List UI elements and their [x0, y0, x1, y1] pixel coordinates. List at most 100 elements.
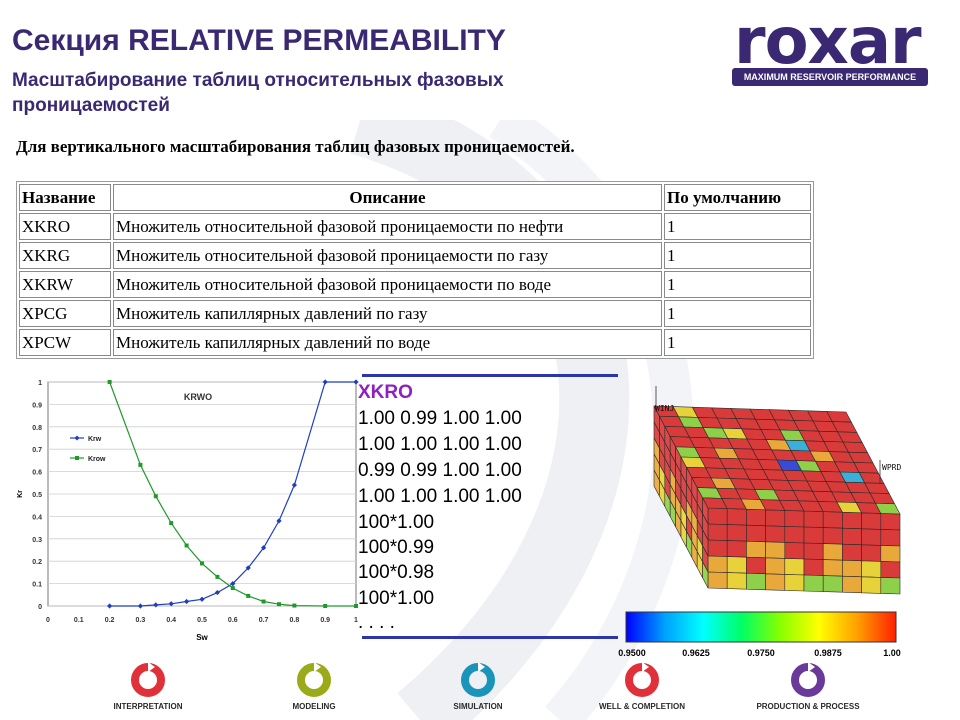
intro-text: Для вертикального масштабирования таблиц… — [16, 137, 575, 156]
data-point — [184, 543, 189, 548]
page-title: Секция RELATIVE PERMEABILITY — [12, 24, 506, 57]
data-point — [277, 602, 281, 607]
grid-cell-front — [803, 558, 824, 576]
footer-item-interpretation[interactable]: INTERPRETATION — [68, 656, 228, 720]
keyword-line: 1.00 1.00 1.00 1.00 — [358, 486, 522, 507]
krwo-chart: 0 0.1 0.2 0.3 0.4 0.5 0.6 0.7 0.8 0.9 1 0 0.1 0.2 0.3 0… — [17, 379, 359, 642]
y-tick-label: 0.4 — [32, 514, 42, 521]
x-tick-label: 0.6 — [228, 617, 238, 624]
grid-cell-front — [765, 557, 786, 575]
scale-label: 0.9875 — [814, 648, 842, 658]
footer-item-modeling[interactable]: MODELING — [234, 656, 394, 720]
footer-item-well-completion[interactable]: WELL & COMPLETION — [562, 656, 722, 720]
table-row: XPCG Множитель капиллярных давлений по г… — [19, 300, 811, 327]
data-point — [276, 518, 282, 524]
keyword-line: 100*1.00 — [358, 512, 435, 533]
listing-top-rule — [362, 374, 618, 377]
header-description: Описание — [113, 184, 662, 211]
grid-cell-front — [842, 559, 862, 578]
data-point — [230, 586, 235, 591]
color-scale: 0.9500 0.9625 0.9750 0.9875 1.00 — [618, 611, 901, 658]
y-tick-label: 0.8 — [32, 425, 42, 432]
cell-default: 1 — [664, 329, 811, 356]
chart-title: KRWO — [184, 392, 212, 402]
grid-cell-front — [784, 558, 805, 576]
data-point — [138, 462, 143, 467]
data-point — [107, 603, 113, 609]
x-tick-label: 1 — [354, 617, 358, 624]
footer-nav: INTERPRETATION MODELING SIMULATION WELL … — [0, 656, 960, 720]
keyword-line: 1.00 0.99 1.00 1.00 — [358, 408, 522, 429]
cell-description: Множитель относительной фазовой проницае… — [113, 213, 662, 240]
x-axis-label: Sw — [196, 633, 208, 642]
data-point — [153, 494, 158, 499]
grid-cell-front — [822, 527, 843, 545]
cell-name: XKRG — [19, 242, 111, 269]
legend-label: Krow — [88, 456, 106, 463]
y-tick-label: 0.5 — [32, 492, 42, 499]
data-point — [169, 521, 174, 526]
color-scale-bar — [625, 611, 897, 643]
data-point — [354, 604, 358, 608]
data-point — [168, 601, 174, 607]
grid-cell-front — [746, 556, 766, 575]
production-process-cycle-icon — [791, 662, 825, 697]
series-line-krow — [109, 381, 356, 607]
grid-cell-front — [784, 542, 805, 560]
grid-cell-front — [822, 575, 843, 593]
x-tick-label: 0.2 — [105, 617, 115, 624]
grid-cell-front — [803, 574, 824, 592]
x-tick-label: 0.3 — [136, 617, 146, 624]
data-point — [261, 599, 266, 604]
reservoir-grid-model: WINJ WPRD — [653, 386, 901, 595]
cell-description: Множитель капиллярных давлений по воде — [113, 329, 662, 356]
grid-cell-front — [746, 508, 766, 527]
grid-cell-front — [861, 576, 882, 594]
grid-cell-front — [784, 510, 805, 528]
keyword-name: XKRO — [358, 382, 413, 403]
data-point — [322, 379, 328, 385]
x-tick-label: 0 — [46, 617, 50, 624]
grid-cell-front — [707, 523, 728, 541]
grid-cell-front — [880, 577, 901, 595]
footer-label: PRODUCTION & PROCESS — [756, 702, 860, 711]
grid-cell-front — [822, 559, 843, 577]
listing-bottom-rule — [362, 636, 618, 639]
y-tick-label: 0 — [38, 604, 42, 611]
well-label-winj: WINJ — [655, 404, 674, 413]
keyword-line: 0.99 0.99 1.00 1.00 — [358, 460, 522, 481]
header-default: По умолчанию — [664, 184, 811, 211]
data-point — [214, 589, 220, 596]
well-completion-cycle-icon — [625, 662, 659, 697]
y-axis-label: Kr — [17, 490, 24, 498]
x-tick-label: 0.9 — [320, 617, 330, 624]
grid-cell-front — [765, 509, 786, 527]
cell-default: 1 — [664, 242, 811, 269]
page-subtitle: Масштабирование таблиц относительных фаз… — [12, 70, 504, 116]
y-tick-label: 0.6 — [32, 470, 42, 477]
footer-label: MODELING — [292, 702, 336, 711]
roxar-logo: roxar MAXIMUM RESERVOIR PERFORMANCE — [730, 5, 930, 88]
y-tick-label: 0.3 — [32, 537, 42, 544]
footer-item-production-process[interactable]: PRODUCTION & PROCESS — [728, 656, 888, 720]
grid-cell-front — [746, 572, 766, 591]
grid-cell-front — [880, 545, 901, 563]
grid-cell-front — [880, 513, 901, 531]
cell-default: 1 — [664, 300, 811, 327]
header-name: Название — [19, 184, 111, 211]
grid-cell-front — [707, 571, 728, 589]
logo-tagline: MAXIMUM RESERVOIR PERFORMANCE — [732, 68, 928, 86]
well-label-wprd: WPRD — [882, 463, 901, 472]
x-tick-label: 0.5 — [197, 617, 207, 624]
grid-cell-front — [861, 528, 882, 546]
grid-cell-front — [861, 544, 882, 562]
footer-item-simulation[interactable]: SIMULATION — [398, 656, 558, 720]
x-tick-label: 0.7 — [259, 617, 269, 624]
legend-label: Krw — [88, 436, 102, 443]
legend-marker — [75, 456, 79, 460]
x-tick-label: 0.8 — [290, 617, 300, 624]
cell-name: XPCW — [19, 329, 111, 356]
cell-name: XPCG — [19, 300, 111, 327]
grid-cell-front — [746, 524, 766, 543]
table-header-row: Название Описание По умолчанию — [19, 184, 811, 211]
